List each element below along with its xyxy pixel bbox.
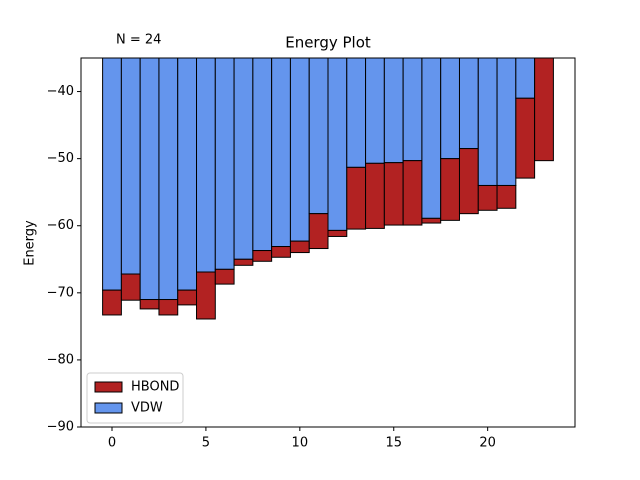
legend-label: HBOND bbox=[131, 380, 179, 395]
bar bbox=[271, 246, 291, 258]
bar bbox=[458, 58, 479, 150]
bar bbox=[458, 148, 479, 215]
bar bbox=[534, 58, 554, 162]
bar bbox=[158, 299, 179, 316]
plot-area bbox=[102, 0, 554, 320]
bar bbox=[365, 162, 385, 229]
bar bbox=[402, 58, 423, 162]
bar bbox=[421, 217, 442, 224]
bar bbox=[196, 271, 216, 320]
x-tick-label: 0 bbox=[108, 436, 116, 451]
bar bbox=[440, 158, 460, 221]
bar bbox=[289, 240, 310, 254]
bar bbox=[158, 58, 179, 301]
bar bbox=[308, 58, 329, 215]
bar bbox=[402, 160, 423, 226]
bar bbox=[214, 58, 235, 270]
y-tick-label: −40 bbox=[47, 84, 74, 99]
bar bbox=[327, 229, 348, 237]
chart-title: Energy Plot bbox=[285, 34, 371, 52]
y-tick-label: −60 bbox=[47, 218, 74, 233]
bar bbox=[383, 58, 404, 164]
x-tick-label: 10 bbox=[292, 436, 309, 451]
axes-frame bbox=[80, 57, 576, 428]
legend-swatch bbox=[94, 381, 123, 393]
bar bbox=[308, 213, 329, 250]
x-tick-label: 5 bbox=[202, 436, 210, 451]
bar bbox=[477, 58, 498, 186]
bar bbox=[496, 184, 517, 209]
bar bbox=[252, 250, 273, 262]
bar bbox=[365, 58, 385, 164]
bar bbox=[515, 97, 536, 179]
bar bbox=[177, 289, 198, 306]
bar bbox=[477, 184, 498, 211]
bar bbox=[252, 58, 273, 252]
y-tick-label: −80 bbox=[47, 352, 74, 367]
y-axis-label: Energy bbox=[23, 220, 38, 266]
bar bbox=[515, 58, 536, 99]
bar bbox=[233, 58, 254, 260]
bar bbox=[214, 268, 235, 285]
bar bbox=[383, 162, 404, 226]
x-tick-label: 20 bbox=[479, 436, 496, 451]
bar bbox=[139, 299, 160, 310]
x-tick-label: 15 bbox=[385, 436, 402, 451]
annotation: N = 24 bbox=[116, 33, 161, 48]
bar bbox=[346, 166, 367, 230]
bar bbox=[421, 58, 442, 219]
bar bbox=[496, 58, 517, 186]
bar bbox=[440, 58, 460, 160]
y-tick-label: −70 bbox=[47, 285, 74, 300]
legend-label: VDW bbox=[131, 401, 163, 416]
bar bbox=[120, 273, 141, 301]
y-tick-label: −50 bbox=[47, 151, 74, 166]
bar bbox=[196, 58, 216, 273]
bar bbox=[346, 58, 367, 168]
bar bbox=[535, 0, 554, 45]
bar bbox=[233, 258, 254, 266]
y-tick-label: −90 bbox=[47, 420, 74, 435]
legend-swatch bbox=[94, 402, 123, 414]
bar bbox=[177, 58, 198, 291]
bar bbox=[102, 289, 122, 316]
